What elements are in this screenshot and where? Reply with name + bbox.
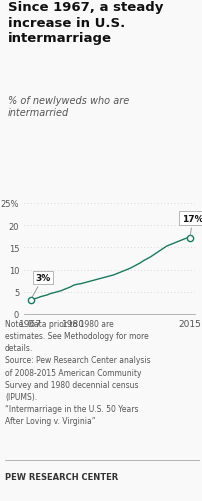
Text: Since 1967, a steady
increase in U.S.
intermarriage: Since 1967, a steady increase in U.S. in… bbox=[8, 1, 163, 45]
Text: 3%: 3% bbox=[32, 273, 51, 298]
Text: 17%: 17% bbox=[181, 214, 202, 236]
Text: % of newlyweds who are
intermarried: % of newlyweds who are intermarried bbox=[8, 96, 129, 118]
Text: PEW RESEARCH CENTER: PEW RESEARCH CENTER bbox=[5, 472, 118, 481]
Text: Note: Data prior to 1980 are
estimates. See Methodology for more
details.
Source: Note: Data prior to 1980 are estimates. … bbox=[5, 319, 150, 425]
